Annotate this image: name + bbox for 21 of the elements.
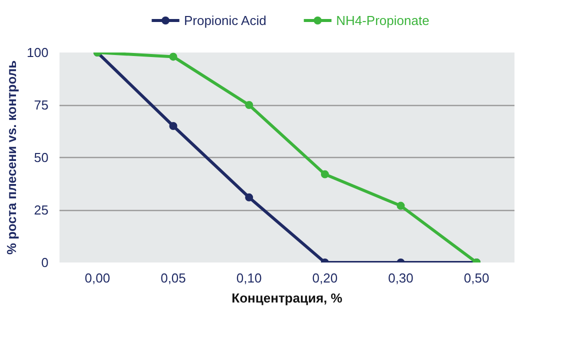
y-tick-label: 25 — [34, 202, 49, 218]
legend-label: Propionic Acid — [184, 13, 266, 28]
x-tick-label: 0,10 — [236, 270, 262, 286]
x-tick-label: 0,20 — [312, 270, 338, 286]
x-tick-label: 0,50 — [464, 270, 490, 286]
legend-label: NH4-Propionate — [336, 13, 430, 28]
point — [245, 101, 254, 109]
x-tick-label: 0,30 — [388, 270, 414, 286]
point — [169, 122, 178, 130]
y-tick-label: 0 — [41, 255, 49, 270]
y-tick-label: 50 — [34, 150, 49, 165]
y-tick-label: 75 — [34, 98, 49, 112]
point — [169, 52, 178, 61]
y-tick-label: 100 — [26, 45, 49, 60]
point — [245, 193, 254, 202]
point — [320, 170, 329, 178]
point — [396, 202, 405, 210]
x-tick-label: 0,00 — [84, 270, 110, 286]
x-axis-title: Концентрация, % — [232, 290, 343, 306]
y-axis-title: % роста плесени vs. контроль — [4, 60, 19, 255]
x-tick-label: 0,05 — [160, 270, 186, 286]
